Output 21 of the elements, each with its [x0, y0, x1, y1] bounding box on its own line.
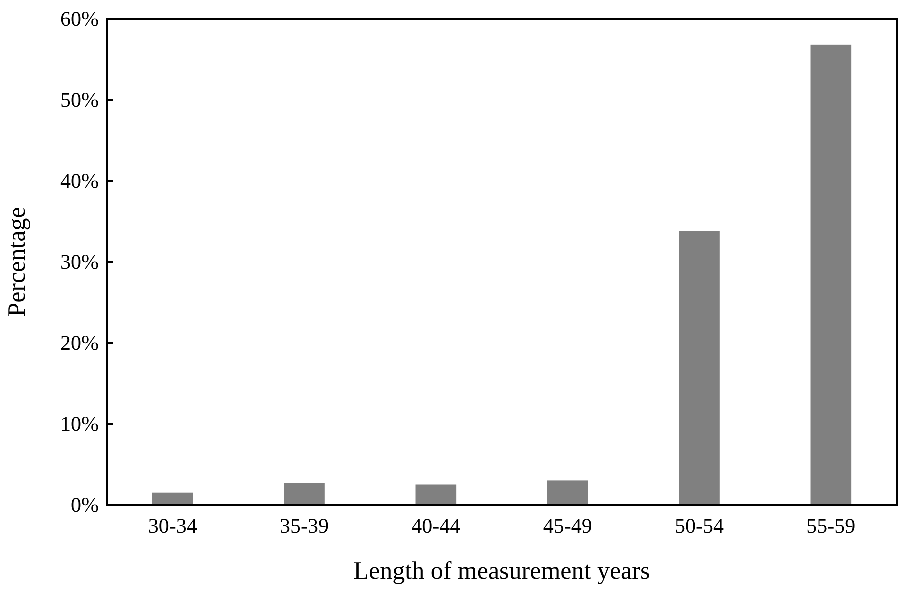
- x-tick-label: 55-59: [806, 514, 856, 538]
- x-tick-label: 35-39: [280, 514, 329, 538]
- x-tick-label: 45-49: [543, 514, 592, 538]
- bar: [284, 483, 325, 505]
- bar: [547, 480, 588, 505]
- y-tick-label: 30%: [60, 250, 99, 274]
- x-tick-label: 50-54: [675, 514, 724, 538]
- bar: [416, 484, 457, 505]
- x-axis-title: Length of measurement years: [354, 558, 650, 585]
- bar: [679, 231, 720, 505]
- x-tick-label: 30-34: [148, 514, 198, 538]
- y-tick-label: 20%: [60, 331, 99, 355]
- y-tick-label: 60%: [60, 7, 99, 31]
- y-axis-title: Percentage: [4, 207, 31, 317]
- y-tick-label: 0%: [71, 493, 99, 517]
- bar: [810, 44, 852, 505]
- y-tick-label: 10%: [60, 412, 99, 436]
- y-tick-label: 40%: [60, 169, 99, 193]
- x-tick-label: 40-44: [412, 514, 462, 538]
- bar: [152, 492, 194, 505]
- y-tick-label: 50%: [60, 88, 99, 112]
